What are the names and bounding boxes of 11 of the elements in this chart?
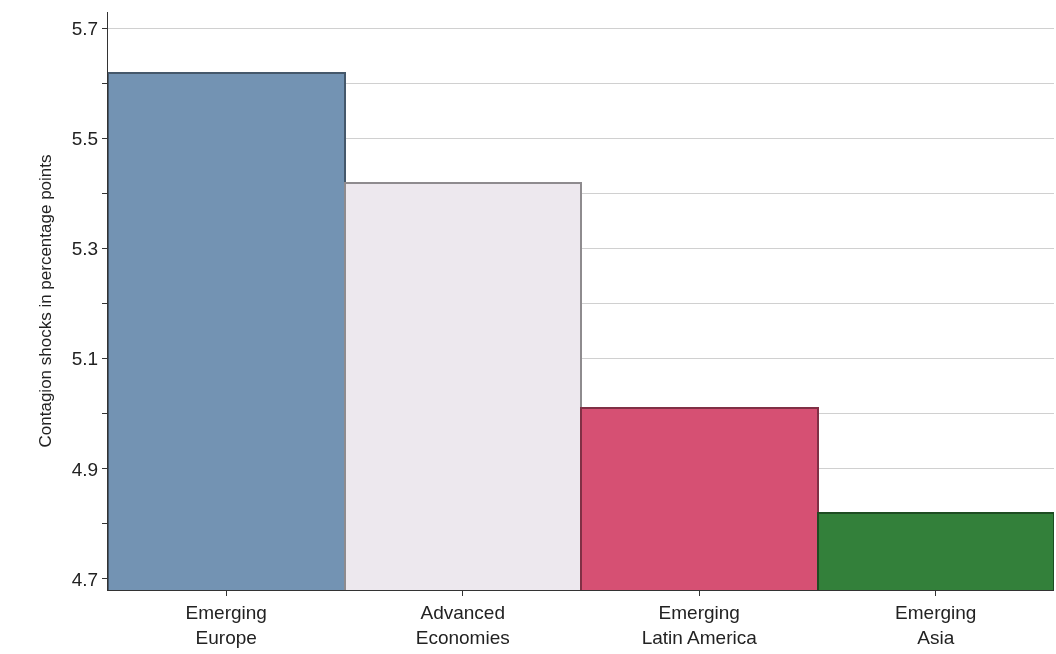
y-tick-label: 5.1 [71, 348, 99, 370]
x-tick-label: Emerging Asia [895, 601, 977, 648]
x-tick-label: Advanced Economies [415, 601, 510, 648]
y-tick-label: 5.3 [71, 238, 99, 260]
y-tick-label: 5.7 [71, 18, 99, 40]
y-axis-title: Contagion shocks in percentage points [36, 154, 56, 448]
y-tick-label: 4.9 [71, 458, 99, 480]
y-tick-label: 4.7 [71, 568, 99, 590]
x-tick-label: Emerging Europe [185, 601, 267, 648]
x-tick-label: Emerging Latin America [641, 601, 758, 648]
y-tick-label: 5.5 [71, 128, 99, 150]
